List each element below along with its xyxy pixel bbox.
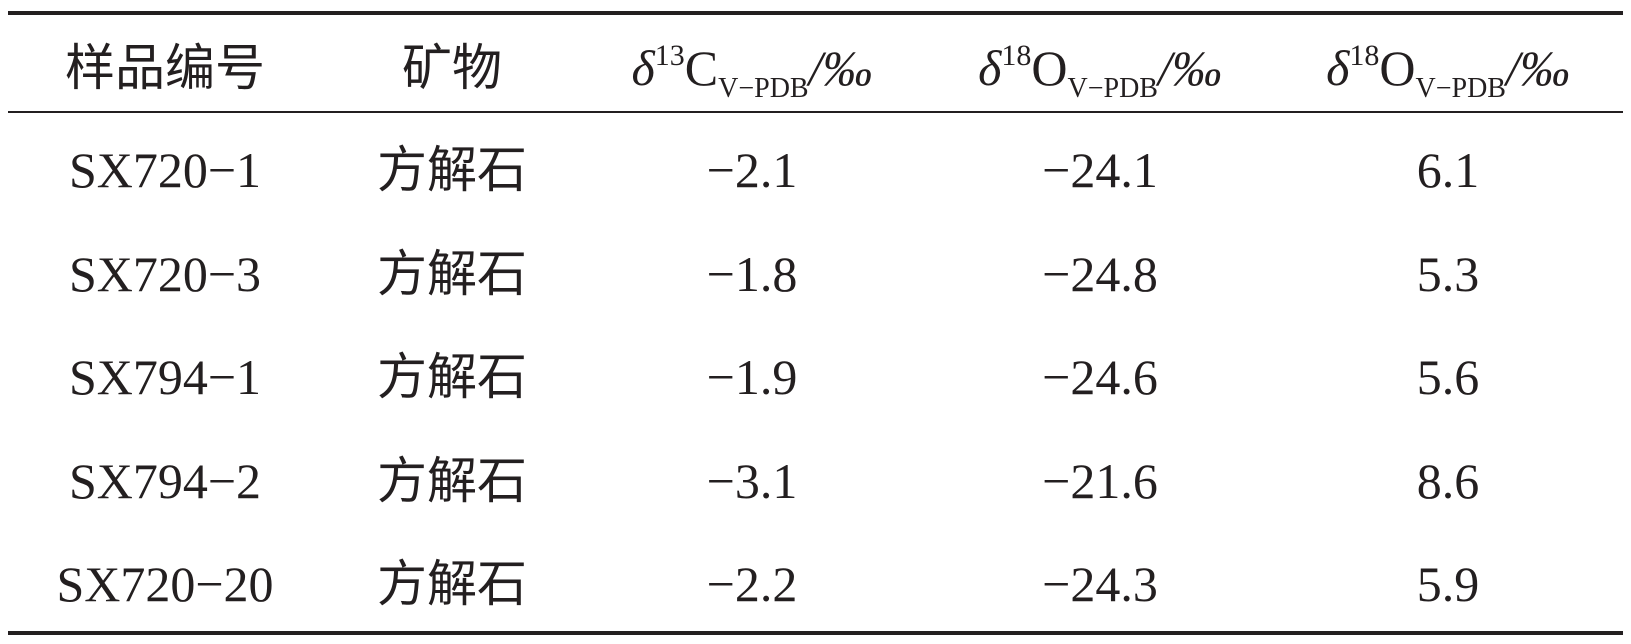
table-cell: 方解石 (377, 556, 527, 612)
header-superscript: 18 (1349, 39, 1380, 72)
header-rule (8, 111, 1623, 113)
table-cell: SX720−1 (68, 142, 262, 198)
header-unit: /‰ (808, 40, 873, 96)
table-cell: 5.6 (1416, 349, 1480, 405)
table-cell: 8.6 (1416, 453, 1480, 509)
header-text: 矿物 (402, 40, 502, 96)
table-cell: 5.9 (1416, 556, 1480, 612)
table-cell: 方解石 (377, 349, 527, 405)
table-cell: −21.6 (1042, 453, 1158, 509)
table-cell: 方解石 (377, 246, 527, 302)
header-cell: 样品编号 (65, 43, 265, 93)
table-cell: −24.8 (1042, 246, 1158, 302)
table-cell: −1.9 (706, 349, 798, 405)
header-superscript: 18 (1001, 39, 1032, 72)
header-cell: δ18OV−PDB/‰ (1326, 40, 1570, 103)
header-symbol: δ (1326, 40, 1350, 96)
table-cell: −2.1 (706, 142, 798, 198)
header-superscript: 13 (654, 39, 685, 72)
table-cell: −2.2 (706, 556, 798, 612)
table-cell: −3.1 (706, 453, 798, 509)
header-cell: 矿物 (402, 43, 502, 93)
table-cell: SX720−20 (56, 556, 274, 612)
table-cell: −1.8 (706, 246, 798, 302)
table-cell: SX794−2 (68, 453, 262, 509)
header-main: O (1031, 40, 1068, 96)
header-cell: δ13CV−PDB/‰ (631, 40, 873, 103)
header-symbol: δ (978, 40, 1002, 96)
table-cell: SX794−1 (68, 349, 262, 405)
header-main: O (1379, 40, 1416, 96)
table-cell: 方解石 (377, 142, 527, 198)
header-text: 样品编号 (65, 40, 265, 96)
table-cell: 5.3 (1416, 246, 1480, 302)
header-unit: /‰ (1505, 40, 1570, 96)
table-cell: −24.6 (1042, 349, 1158, 405)
header-subscript: V−PDB (1415, 73, 1506, 104)
top-rule (8, 11, 1623, 15)
header-cell: δ18OV−PDB/‰ (978, 40, 1222, 103)
header-subscript: V−PDB (1067, 73, 1158, 104)
table-cell: 6.1 (1416, 142, 1480, 198)
bottom-rule (8, 631, 1623, 635)
table-cell: 方解石 (377, 453, 527, 509)
header-main: C (684, 40, 719, 96)
table-cell: −24.3 (1042, 556, 1158, 612)
header-unit: /‰ (1157, 40, 1222, 96)
table-cell: −24.1 (1042, 142, 1158, 198)
table-cell: SX720−3 (68, 246, 262, 302)
header-symbol: δ (631, 40, 655, 96)
header-subscript: V−PDB (718, 73, 809, 104)
